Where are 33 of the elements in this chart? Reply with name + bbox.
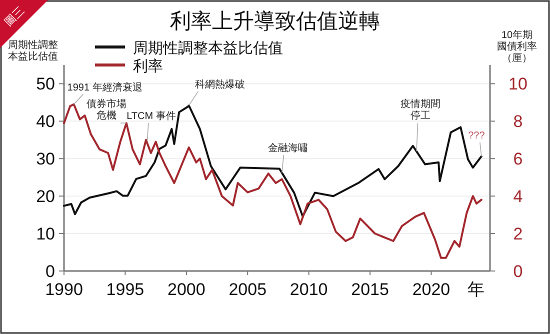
y-tick-label: 40 — [36, 112, 55, 132]
y2-axis-title: 10年期國債利率（厘） — [497, 29, 537, 64]
annotation: 疫情期間停工 — [400, 98, 441, 122]
y-tick-label: 50 — [36, 74, 55, 94]
x-tick-label: 2015 — [351, 280, 389, 299]
annotation: ??? — [468, 130, 486, 142]
y-axis-title: 周期性調整本益比估值 — [8, 39, 58, 62]
chart-title: 利率上升導致估值逆轉 — [170, 10, 380, 33]
x-tick-label: 2005 — [228, 280, 267, 299]
text: 圖三 — [2, 4, 27, 29]
y2-tick-label: 8 — [513, 112, 523, 132]
annotation: 債券市場危機 — [86, 98, 126, 122]
y2-tick-label: 10 — [508, 74, 528, 94]
legend-label: 周期性調整本益比估值 — [133, 40, 283, 57]
y-tick-label: 20 — [36, 187, 55, 206]
y2-tick-label: 0 — [513, 262, 523, 281]
x-tick-label: 1990 — [45, 280, 83, 299]
y2-tick-label: 4 — [513, 187, 523, 206]
y2-tick-label: 6 — [513, 150, 523, 169]
annotation: 1991 年經濟衰退 — [67, 81, 142, 94]
x-tick-label: 2000 — [168, 280, 206, 299]
y2-tick-label: 2 — [513, 224, 523, 244]
legend-label: 利率 — [133, 58, 163, 75]
x-axis-title: 年 — [468, 280, 484, 299]
y-tick-label: 30 — [36, 150, 55, 169]
annotation: LTCM 事件 — [126, 110, 176, 122]
x-tick-label: 1995 — [106, 280, 144, 299]
x-tick-label: 2010 — [290, 280, 328, 299]
annotation: 金融海嘯 — [268, 142, 308, 154]
annotation: 科網熱爆破 — [194, 78, 245, 90]
y-tick-label: 0 — [46, 262, 55, 281]
y-tick-label: 10 — [36, 224, 55, 244]
x-tick-label: 2020 — [412, 280, 450, 299]
